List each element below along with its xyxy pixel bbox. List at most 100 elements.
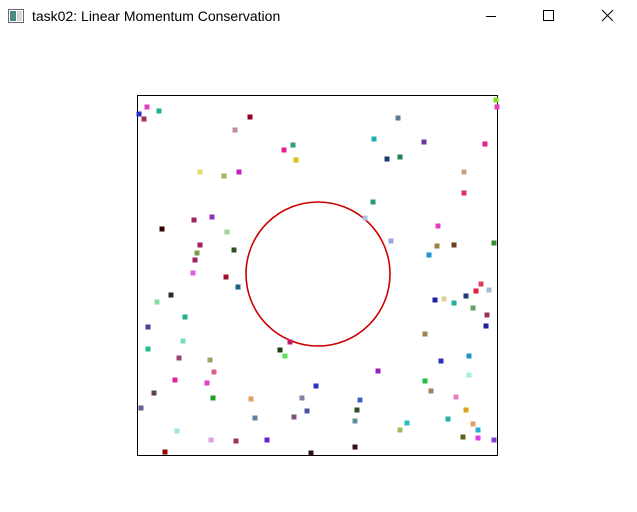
particle xyxy=(248,396,254,402)
particle xyxy=(176,355,182,361)
particle xyxy=(483,323,489,329)
particle xyxy=(231,247,237,253)
particle xyxy=(151,390,157,396)
particle xyxy=(172,377,178,383)
particle xyxy=(352,444,358,450)
particle xyxy=(282,353,288,359)
particle xyxy=(277,347,283,353)
particle xyxy=(441,296,447,302)
window-title: task02: Linear Momentum Conservation xyxy=(32,8,281,24)
particle xyxy=(451,300,457,306)
particle xyxy=(211,369,217,375)
particle xyxy=(435,223,441,229)
particle xyxy=(197,169,203,175)
particle xyxy=(354,407,360,413)
particle xyxy=(466,353,472,359)
particle xyxy=(291,414,297,420)
particle xyxy=(182,314,188,320)
particle xyxy=(491,437,497,443)
particle xyxy=(313,383,319,389)
particle xyxy=(236,169,242,175)
particle xyxy=(428,388,434,394)
particle xyxy=(478,281,484,287)
particle xyxy=(252,415,258,421)
particle xyxy=(168,292,174,298)
particle xyxy=(207,357,213,363)
simulation-canvas xyxy=(0,32,637,512)
particle xyxy=(192,257,198,263)
particle xyxy=(494,104,500,110)
particle xyxy=(232,127,238,133)
particle xyxy=(223,274,229,280)
particle xyxy=(293,157,299,163)
particle xyxy=(370,199,376,205)
particle xyxy=(174,428,180,434)
particle xyxy=(484,312,490,318)
particle xyxy=(397,427,403,433)
particle xyxy=(154,299,160,305)
particle xyxy=(352,418,358,424)
particle xyxy=(136,111,142,117)
particle xyxy=(191,217,197,223)
particle xyxy=(145,346,151,352)
close-button[interactable] xyxy=(585,0,631,32)
particle xyxy=(397,154,403,160)
particle xyxy=(384,156,390,162)
minimize-icon xyxy=(486,16,496,17)
particle xyxy=(281,147,287,153)
particle xyxy=(221,173,227,179)
particle xyxy=(473,288,479,294)
particle xyxy=(371,136,377,142)
particle xyxy=(141,116,147,122)
particle xyxy=(209,214,215,220)
particle xyxy=(299,395,305,401)
simulation-view xyxy=(136,95,500,456)
maximize-button[interactable] xyxy=(525,0,571,32)
particle xyxy=(470,305,476,311)
particle xyxy=(287,339,293,345)
particle xyxy=(357,397,363,403)
particle xyxy=(434,243,440,249)
central-ring xyxy=(245,201,391,347)
window-app-icon xyxy=(8,9,24,23)
particle xyxy=(404,420,410,426)
particle xyxy=(460,434,466,440)
particle xyxy=(138,405,144,411)
particle xyxy=(204,380,210,386)
particle xyxy=(422,378,428,384)
particle xyxy=(210,395,216,401)
minimize-button[interactable] xyxy=(467,0,513,32)
particle xyxy=(224,229,230,235)
particle xyxy=(159,226,165,232)
particle xyxy=(235,284,241,290)
particle xyxy=(422,331,428,337)
particle xyxy=(233,438,239,444)
particle xyxy=(466,372,472,378)
particle xyxy=(304,408,310,414)
simulation-boundary-box xyxy=(137,95,498,456)
particle xyxy=(145,324,151,330)
particle xyxy=(461,169,467,175)
particle xyxy=(445,416,451,422)
particle xyxy=(421,139,427,145)
particle xyxy=(144,104,150,110)
particle xyxy=(432,297,438,303)
particle xyxy=(156,108,162,114)
maximize-icon xyxy=(543,10,554,21)
particle xyxy=(470,421,476,427)
particle xyxy=(375,368,381,374)
particle xyxy=(362,215,368,221)
particle xyxy=(264,437,270,443)
particle xyxy=(486,287,492,293)
particle xyxy=(482,141,488,147)
particle xyxy=(451,242,457,248)
particle xyxy=(308,450,314,456)
particle xyxy=(162,449,168,455)
title-bar[interactable]: task02: Linear Momentum Conservation xyxy=(0,0,637,32)
particle xyxy=(461,190,467,196)
close-icon xyxy=(601,9,614,22)
particle xyxy=(190,270,196,276)
particle xyxy=(475,427,481,433)
particle xyxy=(247,114,253,120)
particle xyxy=(491,240,497,246)
